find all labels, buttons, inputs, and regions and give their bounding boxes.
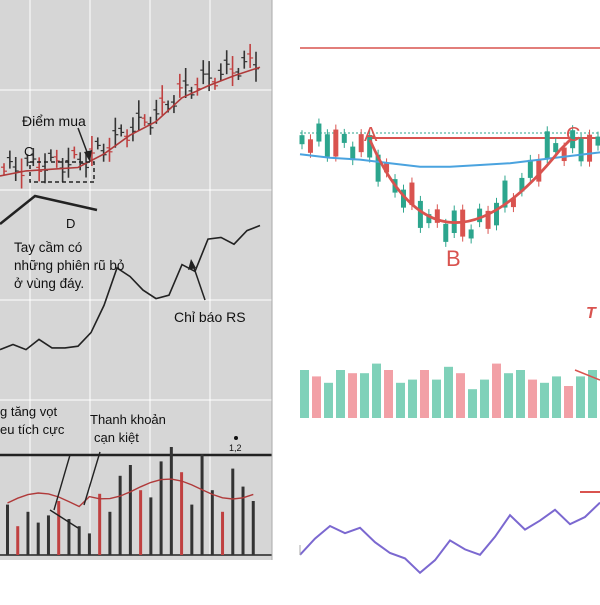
volume-bar [180, 472, 183, 555]
volume-marker-dot [234, 436, 238, 440]
volume-bar [57, 501, 60, 555]
right-volume-bar [408, 380, 417, 418]
right-volume-bar [444, 367, 453, 418]
candle-body [553, 143, 558, 152]
volume-bar [108, 512, 111, 555]
right-volume-bar [396, 383, 405, 418]
partial-right-text: T [586, 305, 597, 322]
volume-bar [190, 505, 193, 555]
volume-bar [47, 515, 50, 555]
candle-body [596, 137, 600, 146]
candle-body [469, 229, 474, 238]
candle-body [418, 201, 423, 228]
volume-note-line1: g tăng vọt [0, 404, 57, 419]
candle-body [545, 131, 550, 158]
volume-bar [78, 526, 81, 555]
right-volume-bar [312, 376, 321, 418]
volume-bar [221, 512, 224, 555]
right-volume-bar [516, 370, 525, 418]
volume-bar [201, 454, 204, 555]
handle-note-line1: Tay cầm có [14, 240, 82, 255]
volume-bar [231, 469, 234, 555]
point-a-label: A [364, 124, 378, 146]
candle-body [300, 135, 305, 144]
volume-bar [26, 512, 29, 555]
point-c-right-label: C [566, 124, 580, 146]
volume-bar [170, 447, 173, 555]
volume-marker-label: 1,2 [229, 443, 242, 453]
right-volume-bar [504, 373, 513, 418]
volume-bar [211, 490, 214, 555]
right-volume-bar [384, 370, 393, 418]
right-volume-bar [432, 380, 441, 418]
buy-point-label: Điểm mua [22, 113, 86, 129]
rs-indicator-label: Chỉ báo RS [174, 309, 246, 325]
right-volume-bars [300, 364, 597, 418]
point-d-label: D [66, 216, 75, 231]
right-volume-bar [468, 389, 477, 418]
right-volume-bar [360, 373, 369, 418]
right-volume-bar [528, 380, 537, 418]
candle-body [325, 134, 330, 157]
volume-bar [67, 519, 70, 555]
liquidity-note-line2: cạn kiệt [94, 430, 139, 445]
right-volume-bar [552, 376, 561, 418]
right-volume-bar [336, 370, 345, 418]
candle-body [443, 224, 448, 242]
candle-body [333, 130, 338, 157]
liquidity-note-line1: Thanh khoản [90, 412, 166, 427]
volume-bar [16, 526, 19, 555]
point-b-label: B [446, 246, 461, 271]
candle-body [308, 139, 313, 153]
candle-body [342, 134, 347, 143]
right-volume-bar [324, 383, 333, 418]
right-volume-bar [348, 373, 357, 418]
candle-body [494, 203, 499, 226]
handle-note-line2: những phiên rũ bỏ [14, 258, 124, 273]
right-volume-bar [372, 364, 381, 418]
candle-body [477, 209, 482, 223]
handle-note-line3: ở vùng đáy. [14, 276, 84, 291]
candle-body [562, 148, 567, 162]
candle-body [316, 124, 321, 142]
volume-bar [37, 523, 40, 555]
candle-body [359, 134, 364, 152]
right-volume-bar [456, 373, 465, 418]
right-volume-bar [576, 376, 585, 418]
volume-bar [129, 465, 132, 555]
volume-bar [6, 505, 9, 555]
candle-body [587, 135, 592, 162]
volume-bar [252, 501, 255, 555]
right-volume-bar [300, 370, 309, 418]
candle-body [528, 160, 533, 178]
right-volume-bar [480, 380, 489, 418]
volume-bar [119, 476, 122, 555]
right-rsi-line [300, 503, 600, 573]
volume-bar [149, 497, 152, 555]
right-volume-bar [564, 386, 573, 418]
point-c-label: C [24, 144, 33, 159]
right-volume-bar [540, 383, 549, 418]
volume-bar [88, 533, 91, 555]
volume-bar [160, 461, 163, 555]
right-volume-bar [492, 364, 501, 418]
volume-bar [139, 490, 142, 555]
volume-note-line2: eu tích cực [0, 422, 65, 437]
volume-bar [98, 494, 101, 555]
right-volume-bar [420, 370, 429, 418]
